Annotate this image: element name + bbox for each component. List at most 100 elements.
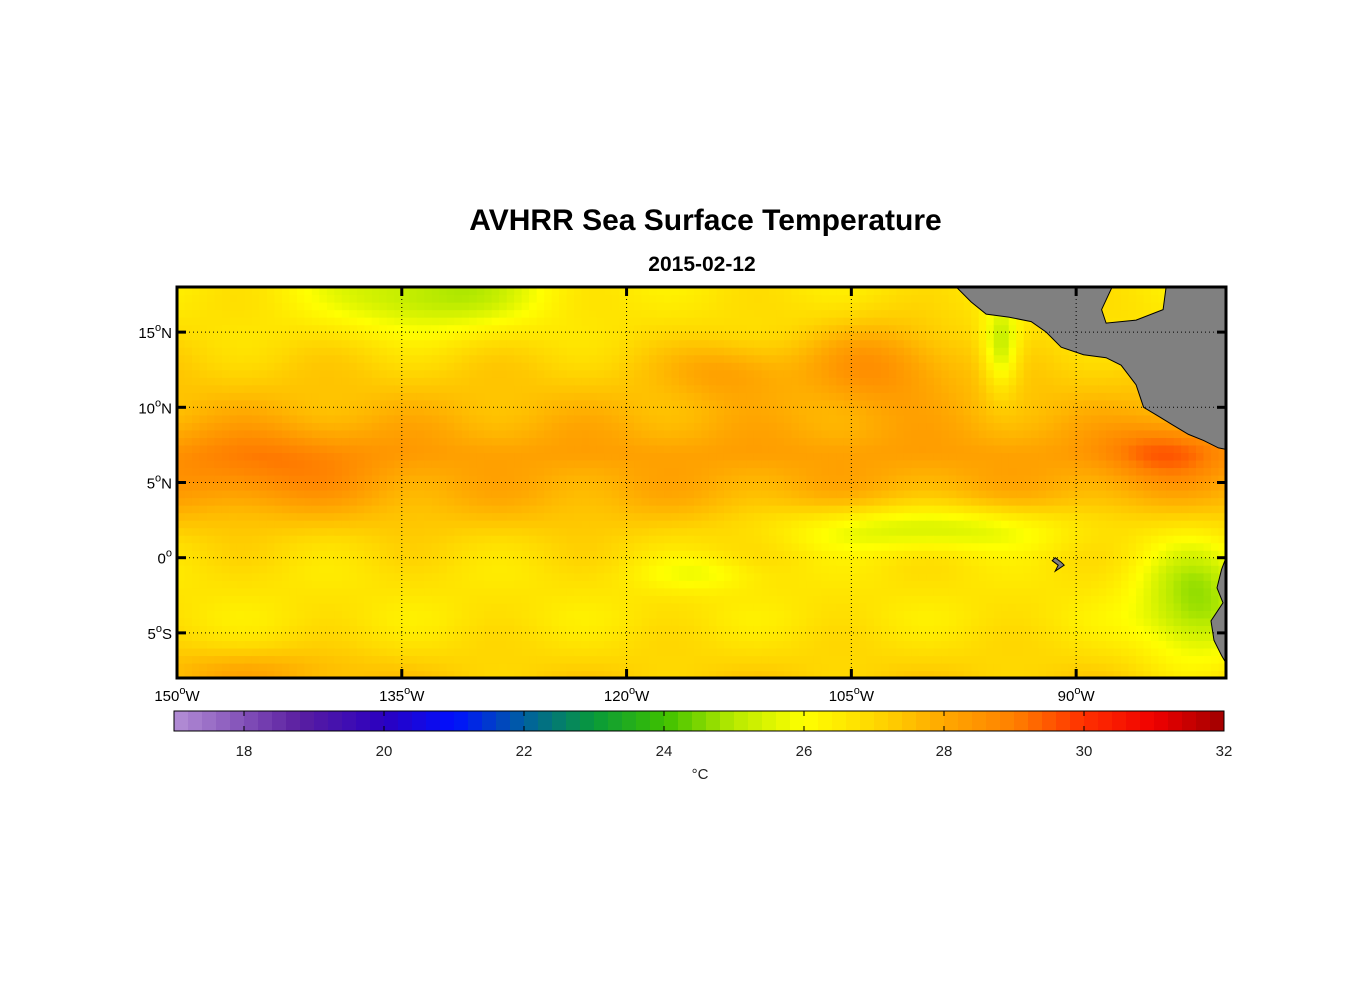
sst-cell [753,399,763,408]
sst-cell [604,557,613,566]
sst-cell [626,452,635,461]
sst-cell [731,309,740,318]
sst-cell [671,317,680,326]
sst-cell [469,535,478,544]
sst-cell [431,572,440,581]
sst-cell [349,580,358,589]
sst-cell [738,670,748,678]
sst-cell [828,332,837,341]
sst-cell [221,287,231,296]
sst-cell [761,369,770,378]
sst-cell [649,429,658,438]
sst-cell [311,392,320,401]
sst-cell [401,550,410,559]
sst-cell [184,324,193,333]
sst-cell [506,407,515,416]
sst-cell [791,452,800,461]
sst-cell [798,377,807,386]
sst-cell [394,414,403,423]
sst-cell [454,467,463,476]
sst-cell [281,527,290,536]
sst-cell [888,362,897,371]
sst-cell [551,474,560,484]
sst-cell [191,362,201,371]
sst-cell [289,287,298,296]
sst-cell [888,452,897,461]
sst-cell [731,354,740,363]
sst-cell [439,632,448,641]
sst-cell [364,324,373,333]
sst-cell [371,520,380,529]
sst-cell [843,520,852,529]
sst-cell [671,557,680,566]
sst-cell [671,377,680,386]
sst-cell [506,670,515,678]
sst-cell [439,317,448,326]
sst-cell [259,317,268,326]
sst-cell [589,407,598,416]
sst-cell [866,527,875,536]
sst-cell [611,347,620,356]
sst-cell [506,572,515,581]
sst-cell [619,317,628,326]
sst-cell [221,302,231,311]
sst-cell [873,377,882,386]
sst-cell [289,459,298,469]
sst-cell [798,407,807,416]
sst-cell [476,535,485,544]
sst-cell [289,339,298,348]
sst-cell [364,632,373,641]
sst-cell [326,287,335,296]
sst-cell [289,302,298,311]
sst-cell [828,497,837,506]
sst-cell [851,520,860,529]
sst-cell [221,610,231,619]
sst-cell [611,482,620,491]
sst-cell [454,632,463,641]
sst-cell [364,317,373,326]
sst-cell [341,467,350,476]
sst-cell [506,287,515,296]
sst-cell [783,670,793,678]
sst-cell [431,317,440,326]
sst-cell [191,542,201,551]
sst-cell [746,580,755,589]
sst-cell [311,595,320,604]
sst-cell [446,369,455,378]
sst-cell [221,505,231,514]
sst-cell [236,407,246,416]
sst-cell [206,662,216,672]
sst-cell [626,437,635,446]
sst-cell [341,444,350,454]
sst-cell [446,429,455,438]
sst-cell [349,407,358,416]
sst-cell [229,632,238,641]
sst-cell [716,580,725,589]
sst-cell [274,369,283,378]
sst-cell [251,452,261,461]
sst-cell [551,640,560,649]
sst-cell [371,670,380,678]
sst-cell [604,399,613,408]
sst-cell [843,512,852,521]
sst-cell [888,580,897,589]
sst-cell [386,414,395,423]
sst-cell [716,407,725,416]
sst-cell [296,550,305,559]
sst-cell [296,429,305,438]
sst-cell [806,655,815,664]
sst-cell [431,632,440,641]
sst-cell [349,332,358,341]
sst-cell [386,482,395,491]
sst-cell [461,429,470,438]
sst-cell [206,362,216,371]
sst-cell [439,587,448,596]
sst-cell [836,452,845,461]
sst-cell [551,482,560,491]
sst-cell [828,429,837,438]
sst-cell [731,595,740,604]
sst-cell [521,610,530,619]
sst-cell [251,429,261,438]
sst-cell [379,490,388,499]
sst-cell [656,467,665,476]
